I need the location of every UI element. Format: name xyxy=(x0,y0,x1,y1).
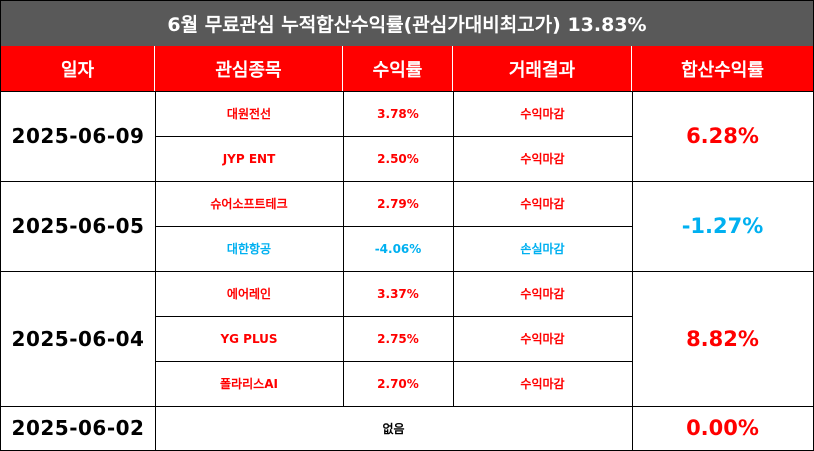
grid-line xyxy=(1,271,813,272)
grid-line xyxy=(155,136,632,137)
result-cell: 수익마감 xyxy=(453,136,632,181)
stock-cell: 대원전선 xyxy=(155,91,343,136)
grid-line xyxy=(343,91,344,406)
header-total: 합산수익률 xyxy=(632,46,813,91)
rate-cell: 2.75% xyxy=(343,316,453,361)
header-stock: 관심종목 xyxy=(155,46,343,91)
total-cell: 6.28% xyxy=(632,91,813,181)
result-cell: 수익마감 xyxy=(453,271,632,316)
rate-cell: 2.50% xyxy=(343,136,453,181)
stock-cell: 폴라리스AI xyxy=(155,361,343,406)
stock-cell: YG PLUS xyxy=(155,316,343,361)
stock-cell: JYP ENT xyxy=(155,136,343,181)
result-cell: 수익마감 xyxy=(453,361,632,406)
rate-cell: 2.70% xyxy=(343,361,453,406)
rate-cell: 3.37% xyxy=(343,271,453,316)
stock-cell: 슈어소프트테크 xyxy=(155,181,343,226)
total-cell: 8.82% xyxy=(632,271,813,406)
no-trade-cell: 없음 xyxy=(155,406,632,450)
rate-cell: 3.78% xyxy=(343,91,453,136)
grid-line xyxy=(155,316,632,317)
grid-line xyxy=(632,91,633,450)
header-rate: 수익률 xyxy=(343,46,453,91)
grid-line xyxy=(453,91,454,406)
result-cell: 수익마감 xyxy=(453,181,632,226)
grid-line xyxy=(1,91,813,92)
grid-line xyxy=(155,226,632,227)
total-cell: -1.27% xyxy=(632,181,813,271)
rate-cell: -4.06% xyxy=(343,226,453,271)
stock-cell: 대한항공 xyxy=(155,226,343,271)
grid-line xyxy=(1,406,813,407)
header-result: 거래결과 xyxy=(453,46,632,91)
grid-line xyxy=(1,181,813,182)
header-date: 일자 xyxy=(1,46,155,91)
date-cell: 2025-06-05 xyxy=(1,181,155,271)
date-cell: 2025-06-09 xyxy=(1,91,155,181)
result-cell: 수익마감 xyxy=(453,91,632,136)
grid-line xyxy=(155,91,156,450)
total-cell: 0.00% xyxy=(632,406,813,450)
table-title: 6월 무료관심 누적합산수익률(관심가대비최고가) 13.83% xyxy=(1,1,813,46)
grid-line xyxy=(155,361,632,362)
result-cell: 손실마감 xyxy=(453,226,632,271)
date-cell: 2025-06-02 xyxy=(1,406,155,450)
result-cell: 수익마감 xyxy=(453,316,632,361)
stock-cell: 에어레인 xyxy=(155,271,343,316)
rate-cell: 2.79% xyxy=(343,181,453,226)
date-cell: 2025-06-04 xyxy=(1,271,155,406)
